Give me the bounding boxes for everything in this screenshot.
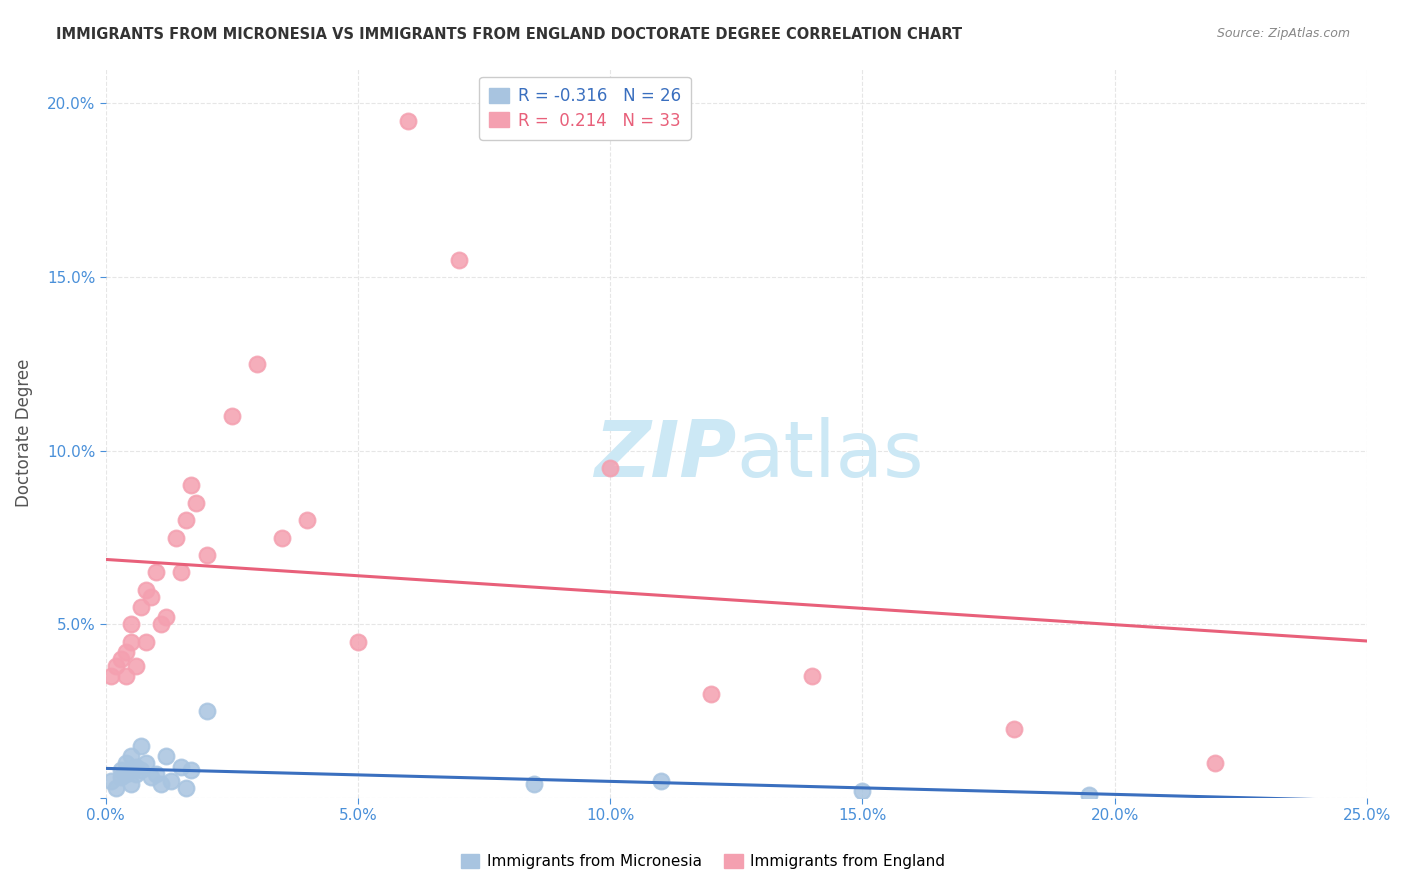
Point (297, 513, 319, 527)
Point (650, 773, 672, 788)
Point (271, 531, 294, 545)
Point (145, 766, 167, 780)
Text: IMMIGRANTS FROM MICRONESIA VS IMMIGRANTS FROM ENGLAND DOCTORATE DEGREE CORRELATI: IMMIGRANTS FROM MICRONESIA VS IMMIGRANTS… (56, 27, 962, 42)
Point (170, 760, 193, 774)
Point (129, 764, 152, 778)
Point (165, 531, 187, 545)
Point (129, 739, 152, 753)
Point (150, 617, 173, 632)
Point (176, 513, 198, 527)
Point (120, 777, 142, 791)
Point (221, 409, 243, 423)
Point (110, 770, 132, 784)
Point (176, 780, 198, 795)
Point (125, 659, 148, 673)
Point (700, 687, 723, 701)
Point (180, 764, 202, 778)
Text: ZIP: ZIP (593, 417, 737, 493)
Point (150, 777, 173, 791)
Point (120, 617, 142, 632)
Point (195, 548, 218, 562)
Point (396, 113, 419, 128)
Point (115, 645, 138, 659)
Point (139, 770, 162, 784)
Point (120, 634, 142, 648)
Point (139, 590, 162, 604)
Point (120, 749, 142, 764)
Point (347, 634, 370, 648)
Point (135, 634, 157, 648)
Point (195, 704, 218, 718)
Point (135, 756, 157, 771)
Point (125, 760, 148, 774)
Point (523, 777, 546, 791)
Point (100, 669, 122, 683)
Point (155, 749, 177, 764)
Point (160, 773, 183, 788)
Point (125, 766, 148, 780)
Point (800, 669, 823, 683)
Point (447, 252, 470, 267)
Y-axis label: Doctorate Degree: Doctorate Degree (15, 359, 32, 508)
Point (104, 780, 127, 795)
Legend: Immigrants from Micronesia, Immigrants from England: Immigrants from Micronesia, Immigrants f… (454, 848, 952, 875)
Point (115, 766, 138, 780)
Point (155, 610, 177, 624)
Point (1002, 722, 1025, 736)
Point (1204, 756, 1226, 771)
Text: Source: ZipAtlas.com: Source: ZipAtlas.com (1216, 27, 1350, 40)
Point (1078, 788, 1101, 802)
Point (599, 461, 621, 475)
Point (100, 773, 122, 788)
Point (115, 669, 138, 683)
Text: atlas: atlas (737, 417, 924, 493)
Point (145, 566, 167, 580)
Point (246, 357, 269, 371)
Point (110, 764, 132, 778)
Point (135, 582, 157, 597)
Point (104, 659, 127, 673)
Point (129, 599, 152, 614)
Point (186, 496, 208, 510)
Point (170, 566, 193, 580)
Point (851, 784, 873, 798)
Legend: R = -0.316   N = 26, R =  0.214   N = 33: R = -0.316 N = 26, R = 0.214 N = 33 (479, 77, 690, 139)
Point (110, 652, 132, 666)
Point (115, 756, 138, 771)
Point (180, 478, 202, 492)
